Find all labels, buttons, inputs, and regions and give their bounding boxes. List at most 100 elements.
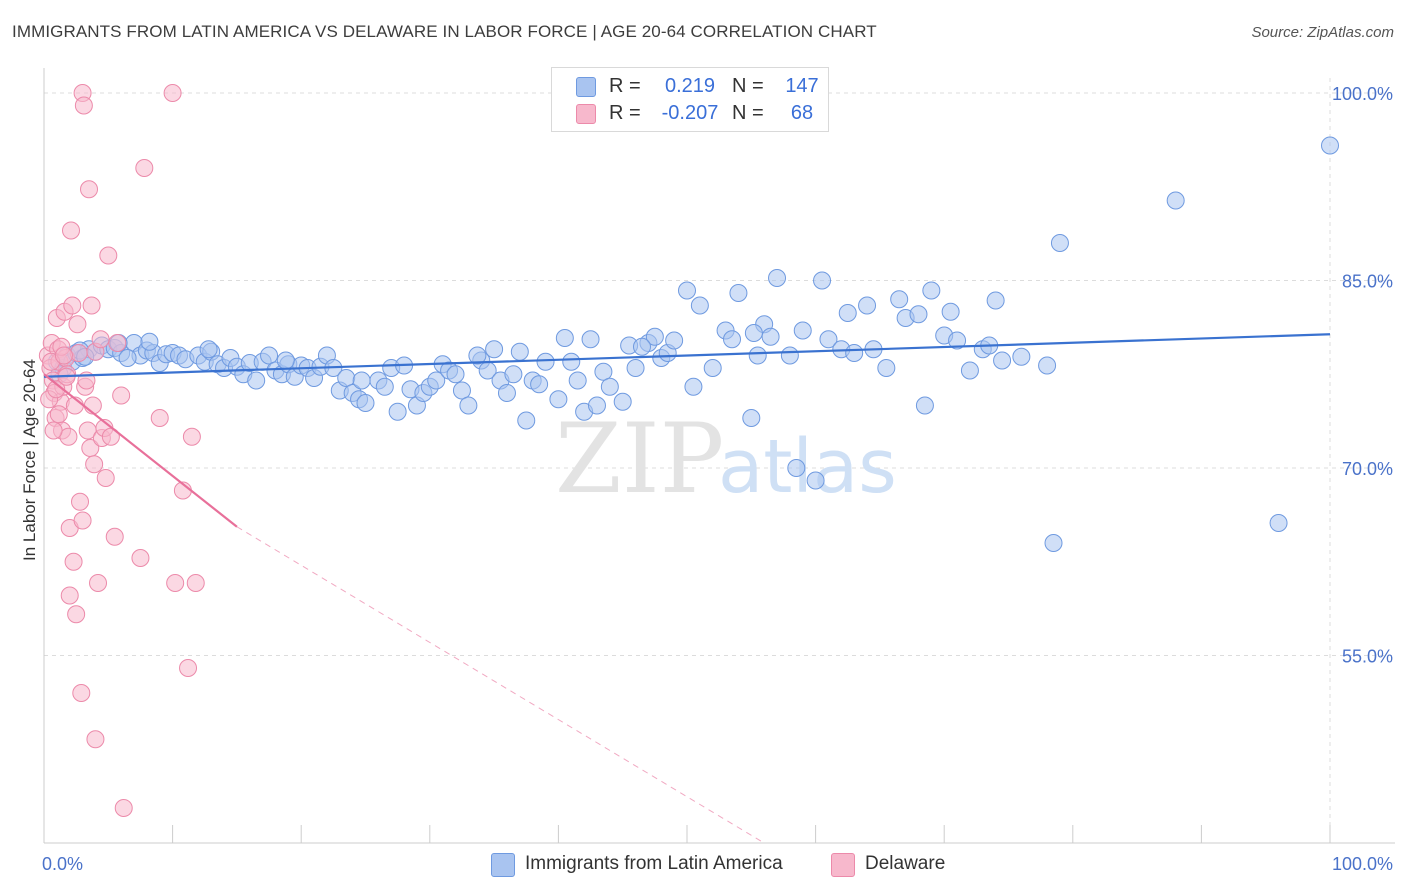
legend-n-value: 68 [790,102,814,124]
point-delaware [72,684,91,702]
point-latin-america [819,330,838,349]
point-delaware [74,96,93,115]
point-latin-america [838,304,857,322]
point-delaware [163,84,182,102]
point-latin-america [793,321,812,340]
point-latin-america [356,394,375,412]
point-delaware [179,659,198,677]
correlation-legend: R = 0.219 N = 147 R = -0.207 N = 68 [551,67,829,132]
point-delaware [44,421,63,440]
legend-n-label: N = [732,102,764,124]
point-latin-america [678,281,696,300]
point-latin-america [613,392,632,411]
point-latin-america [1269,514,1288,532]
y-tick-label: 100.0% [1332,84,1393,104]
point-latin-america [780,346,799,365]
legend-r-label: R = [609,102,641,124]
point-delaware [114,799,133,817]
point-latin-america [581,330,600,349]
point-latin-america [118,349,137,367]
point-delaware [86,730,105,749]
point-latin-america [549,390,568,409]
point-latin-america [562,352,581,371]
watermark: ZIP atlas [555,403,897,515]
point-latin-america [594,362,613,381]
point-delaware [96,469,115,487]
legend-r-value: 0.219 [664,75,716,97]
point-latin-america [517,411,536,430]
point-latin-america [986,291,1005,310]
legend-r-label: R = [609,75,641,97]
point-delaware [49,405,68,424]
series-swatch-pink [831,853,855,877]
point-delaware [105,527,124,546]
point-delaware [99,246,118,265]
point-latin-america [1012,347,1031,366]
point-latin-america [199,340,218,359]
point-latin-america [813,271,832,290]
legend-r-value: -0.207 [661,102,719,124]
series-delaware-points [38,84,205,817]
point-latin-america [600,377,619,396]
point-latin-america [877,359,896,377]
point-delaware [63,296,82,315]
point-latin-america [690,296,709,315]
point-latin-america [993,351,1012,370]
point-latin-america [890,290,909,309]
y-tick-label: 70.0% [1342,459,1393,479]
point-delaware [67,605,86,624]
point-latin-america [1166,191,1185,210]
point-latin-america [352,371,371,390]
point-latin-america [665,331,684,350]
point-latin-america [723,330,742,349]
point-delaware [131,549,150,567]
point-latin-america [742,409,761,427]
point-latin-america [626,359,645,377]
point-delaware [62,221,81,240]
point-latin-america [729,284,748,302]
point-latin-america [845,344,864,362]
point-latin-america [1050,234,1069,252]
point-delaware [182,427,201,446]
point-latin-america [909,305,928,324]
legend-n-value: 147 [785,75,819,97]
point-latin-america [388,402,407,421]
point-delaware [166,574,185,592]
point-latin-america [645,327,664,346]
point-latin-america [768,269,787,287]
point-latin-america [375,377,394,396]
point-delaware [85,455,104,474]
chart-title: IMMIGRANTS FROM LATIN AMERICA VS DELAWAR… [12,22,877,41]
point-latin-america [748,346,767,365]
point-latin-america [247,371,266,390]
legend-swatch-blue [576,77,596,97]
point-latin-america [1038,356,1057,375]
series-legend-label: Delaware [865,853,946,874]
point-latin-america [337,369,356,387]
point-delaware [135,159,154,177]
point-latin-america [459,396,478,415]
point-latin-america [530,375,549,394]
point-latin-america [485,340,504,359]
point-delaware [91,330,110,349]
point-delaware [68,315,87,334]
y-tick-label: 85.0% [1342,272,1393,292]
point-latin-america [536,352,555,371]
point-latin-america [787,459,806,477]
point-latin-america [806,471,825,490]
point-latin-america [915,396,934,415]
point-latin-america [555,329,574,347]
y-tick-label: 55.0% [1342,647,1393,667]
point-latin-america [427,371,446,390]
point-latin-america [703,359,722,377]
point-latin-america [446,365,465,384]
point-latin-america [922,281,941,300]
point-delaware [108,334,127,352]
point-latin-america [510,342,529,361]
x-tick-label: 0.0% [42,854,83,874]
point-delaware [112,386,131,405]
point-latin-america [684,377,703,396]
point-latin-america [1321,136,1339,155]
point-latin-america [468,346,487,365]
